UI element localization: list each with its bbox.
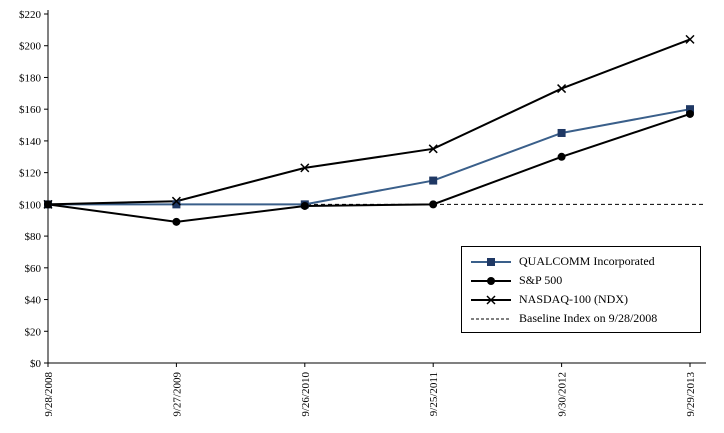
legend-item-sp500: S&P 500 xyxy=(470,271,692,290)
marker-square xyxy=(429,176,438,185)
legend-item-qualcomm: QUALCOMM Incorporated xyxy=(470,252,692,271)
y-axis-label: $40 xyxy=(25,295,42,307)
legend-item-baseline: Baseline Index on 9/28/2008 xyxy=(470,309,692,328)
y-axis-label: $220 xyxy=(19,9,42,21)
marker-circle xyxy=(172,217,181,226)
marker-square xyxy=(686,105,694,114)
marker-x xyxy=(300,163,310,173)
y-axis-label: $80 xyxy=(25,231,42,243)
chart-legend: QUALCOMM Incorporated S&P 500 NASDAQ-100… xyxy=(461,246,701,333)
legend-item-nasdaq: NASDAQ-100 (NDX) xyxy=(470,290,692,309)
series-line-1 xyxy=(47,112,691,223)
series-line-2 xyxy=(47,38,691,206)
y-axis-label: $120 xyxy=(19,168,42,180)
legend-label-qualcomm: QUALCOMM Incorporated xyxy=(519,254,655,268)
y-axis-label: $200 xyxy=(19,41,42,53)
legend-label-sp500: S&P 500 xyxy=(519,273,563,287)
y-axis-label: $60 xyxy=(25,263,42,275)
x-axis-label: 9/25/2011 xyxy=(428,372,440,416)
legend-line-circle-icon xyxy=(471,276,511,285)
legend-label-baseline: Baseline Index on 9/28/2008 xyxy=(519,311,658,325)
marker-x xyxy=(557,84,567,94)
legend-label-nasdaq: NASDAQ-100 (NDX) xyxy=(519,292,628,306)
y-axis-label: $0 xyxy=(30,358,42,370)
y-axis-label: $20 xyxy=(25,326,42,338)
legend-line-x-icon xyxy=(471,294,511,305)
series-line-0 xyxy=(48,108,691,206)
x-axis-label: 9/30/2012 xyxy=(557,372,569,417)
marker-x xyxy=(428,144,438,154)
y-axis-label: $100 xyxy=(19,199,42,211)
x-axis-label: 9/26/2010 xyxy=(300,372,312,417)
x-axis-label: 9/29/2013 xyxy=(685,372,697,417)
marker-x xyxy=(685,34,695,44)
marker-circle xyxy=(429,200,438,209)
marker-circle xyxy=(686,109,694,118)
marker-circle xyxy=(557,152,566,161)
y-axis-label: $160 xyxy=(19,104,42,116)
marker-square xyxy=(557,128,566,137)
x-axis-label: 9/27/2009 xyxy=(171,372,183,417)
x-axis-label: 9/28/2008 xyxy=(43,372,55,417)
y-axis-label: $140 xyxy=(19,136,42,148)
marker-square xyxy=(172,200,181,209)
marker-x xyxy=(43,199,53,209)
legend-line-square-icon xyxy=(471,257,511,266)
marker-x xyxy=(171,196,181,206)
y-axis-label: $180 xyxy=(19,72,42,84)
marker-circle xyxy=(300,201,309,210)
legend-dashed-line-icon xyxy=(471,318,511,319)
